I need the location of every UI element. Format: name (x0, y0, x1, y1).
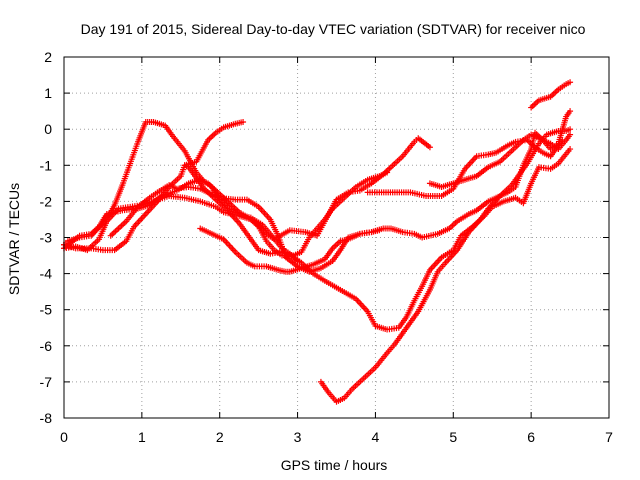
y-tick-label: -1 (40, 157, 53, 173)
series-11 (528, 79, 574, 111)
data-point (376, 227, 383, 234)
data-point (559, 137, 566, 144)
x-tick-label: 5 (449, 429, 457, 445)
data-point (426, 144, 433, 151)
x-tick-label: 3 (294, 429, 302, 445)
data-point (567, 146, 574, 153)
x-tick-label: 7 (605, 429, 613, 445)
x-tick-label: 2 (216, 429, 224, 445)
data-point (294, 257, 301, 264)
series-9 (426, 131, 574, 190)
data-point (567, 79, 574, 86)
y-tick-label: 0 (44, 121, 52, 137)
series-8 (317, 126, 574, 405)
x-tick-label: 1 (138, 429, 146, 445)
y-tick-label: -3 (40, 230, 53, 246)
y-tick-label: 2 (44, 49, 52, 65)
data-point (384, 169, 391, 176)
series-2 (61, 146, 574, 333)
y-tick-label: -8 (40, 410, 53, 426)
chart-title: Day 191 of 2015, Sidereal Day-to-day VTE… (81, 21, 586, 37)
y-tick-label: 1 (44, 85, 52, 101)
data-point (567, 108, 574, 115)
x-axis-ticks: 0 1 2 3 4 5 6 7 (60, 57, 613, 445)
x-tick-label: 6 (527, 429, 535, 445)
y-tick-label: -6 (40, 338, 53, 354)
y-tick-label: -4 (40, 266, 53, 282)
data-point (567, 131, 574, 138)
y-tick-label: -2 (40, 193, 53, 209)
grid-lines (64, 57, 609, 418)
x-tick-label: 0 (60, 429, 68, 445)
data-point (240, 118, 247, 125)
series-6 (197, 225, 383, 275)
y-tick-label: -7 (40, 374, 53, 390)
x-tick-label: 4 (372, 429, 380, 445)
series-7 (181, 118, 247, 169)
y-tick-label: -5 (40, 302, 53, 318)
series-10 (364, 137, 566, 199)
y-axis-label: SDTVAR / TECUs (6, 183, 22, 295)
y-axis-ticks: 2 1 0 -1 -2 -3 -4 -5 -6 -7 -8 (40, 49, 609, 426)
data-series (61, 79, 574, 405)
x-axis-label: GPS time / hours (281, 457, 388, 473)
data-point (567, 126, 574, 133)
